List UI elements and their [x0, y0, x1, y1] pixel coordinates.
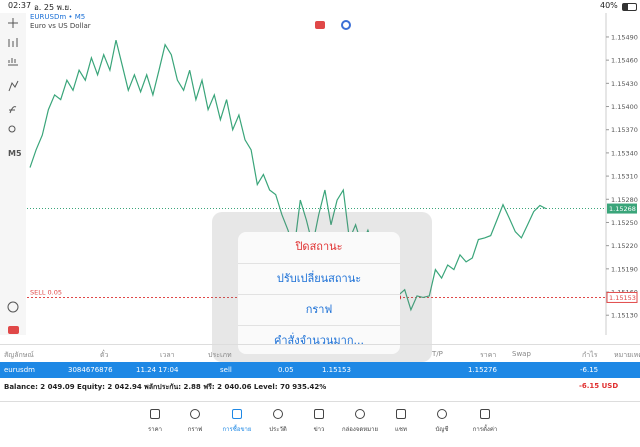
menu-item[interactable]: ปิดสถานะ	[295, 240, 343, 253]
nav-label[interactable]: กล่องจดหมาย	[341, 426, 379, 433]
price-series	[29, 39, 547, 312]
nav-label[interactable]: การตั้งค่า	[472, 426, 498, 433]
menu-item[interactable]: ปรับเปลี่ยนสถานะ	[238, 263, 400, 294]
toolbar-icons	[7, 18, 19, 313]
nav-icon[interactable]	[437, 409, 447, 419]
nav-icon[interactable]	[190, 409, 200, 419]
battery-icon	[622, 3, 637, 11]
nav-label[interactable]: การซื้อขาย	[222, 426, 252, 433]
tool-icon[interactable]	[341, 20, 351, 30]
y-tick-label: 1.15220	[611, 242, 638, 250]
cell: sell	[220, 366, 232, 374]
cell: 0.05	[278, 366, 294, 374]
column-header: T/P	[432, 350, 443, 358]
symbol: EURUSDm • M5	[30, 13, 85, 21]
balance: Balance: 2 049.09 Equity: 2 042.94 พลักป…	[4, 383, 327, 391]
cell: -6.15	[580, 366, 599, 374]
nav-icon[interactable]	[314, 409, 324, 419]
tool-icon[interactable]	[315, 21, 325, 29]
nav-label[interactable]: บัญชี	[435, 426, 449, 433]
y-tick-label: 1.15460	[611, 57, 638, 65]
y-tick-label: 1.15340	[611, 149, 638, 157]
cell: 3084676876	[68, 366, 113, 374]
cell: 1.15276	[468, 366, 497, 374]
column-header: หมายเหตุ	[614, 351, 640, 359]
total-profit: -6.15 USD	[579, 382, 619, 390]
nav-icon[interactable]	[232, 409, 242, 419]
column-header: เวลา	[160, 351, 175, 359]
column-header: สัญลักษณ์	[4, 351, 34, 359]
column-header: ราคา	[480, 351, 497, 359]
divider	[0, 401, 640, 402]
popup-menu: ปิดสถานะปรับเปลี่ยนสถานะ กราฟ คำสั่งจำนวนม…	[238, 232, 400, 354]
order-label: SELL 0.05	[30, 288, 62, 296]
nav-label[interactable]: แชท	[395, 426, 407, 433]
y-tick-label: 1.15490	[611, 33, 638, 41]
nav-icon[interactable]	[273, 409, 283, 419]
y-tick-label: 1.15190	[611, 265, 638, 273]
column-header: กำไร	[582, 351, 598, 359]
toolbar	[0, 13, 26, 335]
order-price-label: 1.15153	[609, 294, 636, 302]
y-tick-label: 1.15430	[611, 80, 638, 88]
cell: eurusdm	[4, 366, 35, 374]
nav-label[interactable]: ข่าว	[313, 426, 325, 433]
clock-icon[interactable]	[7, 301, 19, 313]
nav-label[interactable]: กราฟ	[187, 426, 203, 433]
menu-item[interactable]: คำสั่งจำนวนมาก...	[238, 325, 400, 354]
y-tick-label: 1.15250	[611, 219, 638, 227]
divider	[0, 344, 640, 345]
chart: EURUSDm • M5 Euro vs US Dollar M5 1.1549…	[0, 13, 638, 335]
y-tick-label: 1.15130	[611, 312, 638, 320]
nav-icon[interactable]	[396, 409, 406, 419]
bars-icon[interactable]	[8, 58, 18, 66]
price-label: 1.15268	[609, 205, 636, 213]
status-time: 02:37	[8, 1, 32, 10]
price-box	[607, 203, 637, 214]
y-tick-label: 1.15370	[611, 126, 638, 134]
column-header: ตั๋ว	[100, 351, 109, 359]
nav-icon[interactable]	[480, 409, 490, 419]
function-icon[interactable]	[9, 106, 17, 114]
selected-row[interactable]	[0, 362, 640, 378]
cell: 1.15153	[322, 366, 351, 374]
indicator-icon[interactable]	[8, 80, 19, 92]
timeframe[interactable]: M5	[8, 149, 22, 158]
candles-icon[interactable]	[8, 38, 18, 47]
column-header: ประเภท	[208, 351, 232, 359]
crosshair-icon[interactable]	[8, 18, 18, 28]
nav-label[interactable]: ราคา	[148, 426, 162, 433]
y-tick-label: 1.15310	[611, 173, 638, 181]
cell: 11.24 17:04	[136, 366, 179, 374]
nav-icon[interactable]	[150, 409, 160, 419]
nav-icon[interactable]	[355, 409, 365, 419]
nav-label[interactable]: ประวัติ	[269, 426, 287, 433]
menu-item[interactable]: กราฟ	[238, 294, 400, 325]
objects-icon[interactable]	[8, 125, 16, 133]
status-date: อ. 25 พ.ย.	[34, 3, 72, 12]
y-tick-label: 1.15280	[611, 196, 638, 204]
y-tick-label: 1.15400	[611, 103, 638, 111]
order-price-box	[606, 291, 638, 303]
column-header: Swap	[512, 350, 531, 358]
description: Euro vs US Dollar	[30, 22, 91, 30]
status-battery: 40%	[600, 1, 618, 10]
trade-icon[interactable]	[8, 326, 19, 334]
